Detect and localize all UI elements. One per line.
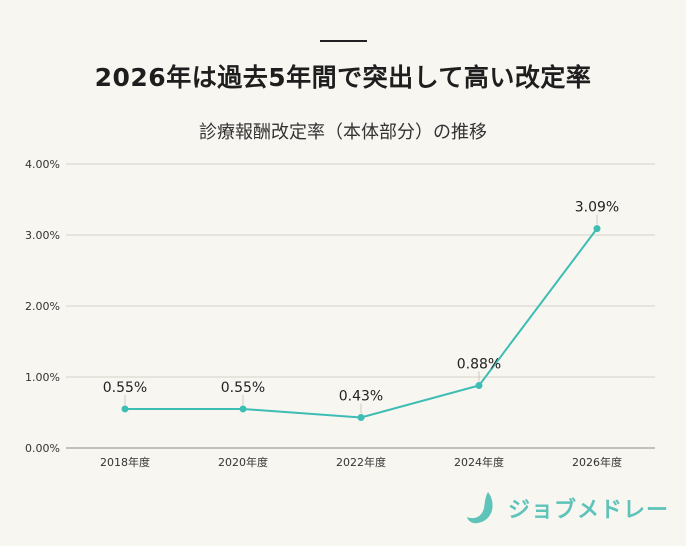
data-point — [475, 382, 483, 390]
x-tick-label: 2018年度 — [100, 455, 150, 469]
data-point — [357, 413, 365, 421]
top-rule — [320, 40, 367, 42]
brand-name: ジョブメドレー — [508, 498, 670, 523]
data-point — [121, 405, 129, 413]
chart-subtitle: 診療報酬改定率（本体部分）の推移 — [199, 122, 487, 143]
data-label: 0.43% — [339, 388, 383, 404]
x-tick-label: 2026年度 — [572, 455, 622, 469]
y-tick-label: 3.00% — [25, 229, 60, 242]
x-tick-label: 2022年度 — [336, 455, 386, 469]
data-point — [239, 405, 247, 413]
x-tick-label: 2024年度 — [454, 455, 504, 469]
y-tick-label: 2.00% — [25, 300, 60, 313]
headline: 2026年は過去5年間で突出して高い改定率 — [94, 63, 592, 92]
brand-mark-icon — [467, 492, 493, 524]
y-tick-label: 4.00% — [25, 158, 60, 171]
data-label: 3.09% — [575, 200, 619, 216]
data-label: 0.88% — [457, 357, 501, 373]
y-tick-label: 0.00% — [25, 442, 60, 455]
data-label: 0.55% — [221, 380, 265, 396]
brand-logo: ジョブメドレー — [466, 488, 669, 528]
data-point — [593, 225, 601, 233]
data-label: 0.55% — [103, 380, 147, 396]
y-tick-label: 1.00% — [25, 371, 60, 384]
x-tick-label: 2020年度 — [218, 455, 268, 469]
